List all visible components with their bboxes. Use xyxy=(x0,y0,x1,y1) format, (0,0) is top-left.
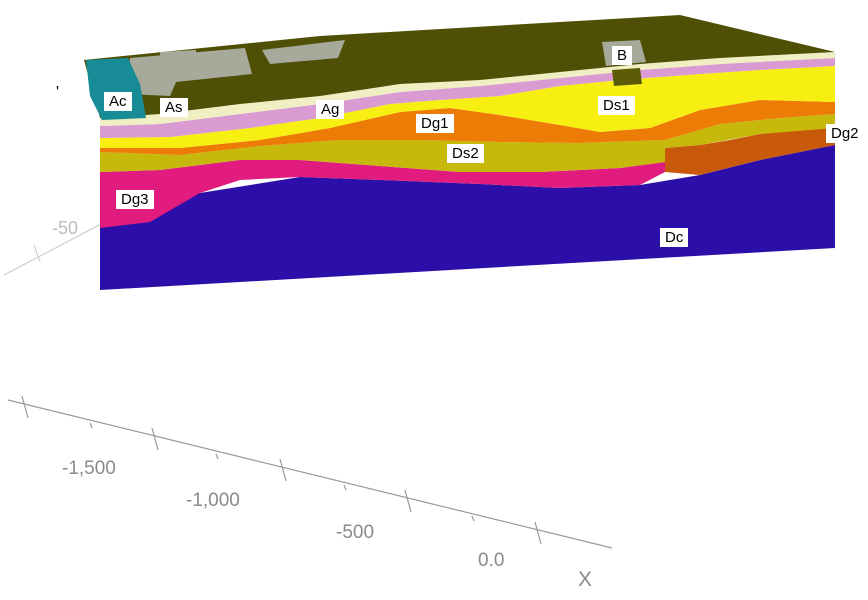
x-axis xyxy=(7,395,613,549)
x-tick-label: -1,500 xyxy=(62,458,116,479)
label-Dg3: Dg3 xyxy=(116,190,154,209)
layer-Ds2 xyxy=(100,114,835,172)
layer-As xyxy=(100,52,835,126)
label-Dg1: Dg1 xyxy=(416,114,454,133)
layer-Ag xyxy=(100,58,835,138)
x-tick-label: 0.0 xyxy=(478,550,505,571)
layer-Dc xyxy=(100,145,835,290)
layer-Dg1 xyxy=(100,100,835,155)
background-axis xyxy=(3,221,106,276)
label-Ac: Ac xyxy=(104,92,132,111)
label-B: B xyxy=(612,46,633,65)
label-Dc: Dc xyxy=(660,228,689,247)
stray-mark: ' xyxy=(56,84,60,101)
surface-top xyxy=(84,15,835,118)
layer-Dg2 xyxy=(665,128,835,175)
layer-Ds1 xyxy=(100,66,835,148)
x-tick-label: -500 xyxy=(336,522,375,543)
x-axis-label: X xyxy=(578,568,593,591)
partial-tick-label: -50 xyxy=(52,218,79,238)
label-Ds2: Ds2 xyxy=(447,144,484,163)
layer-B xyxy=(612,68,642,86)
label-Ag: Ag xyxy=(316,100,345,119)
label-As: As xyxy=(160,98,188,117)
layer-Dg3 xyxy=(100,160,665,228)
x-tick-label: -1,000 xyxy=(186,490,240,511)
label-Dg2: Dg2 xyxy=(826,124,864,143)
label-Ds1: Ds1 xyxy=(598,96,635,115)
